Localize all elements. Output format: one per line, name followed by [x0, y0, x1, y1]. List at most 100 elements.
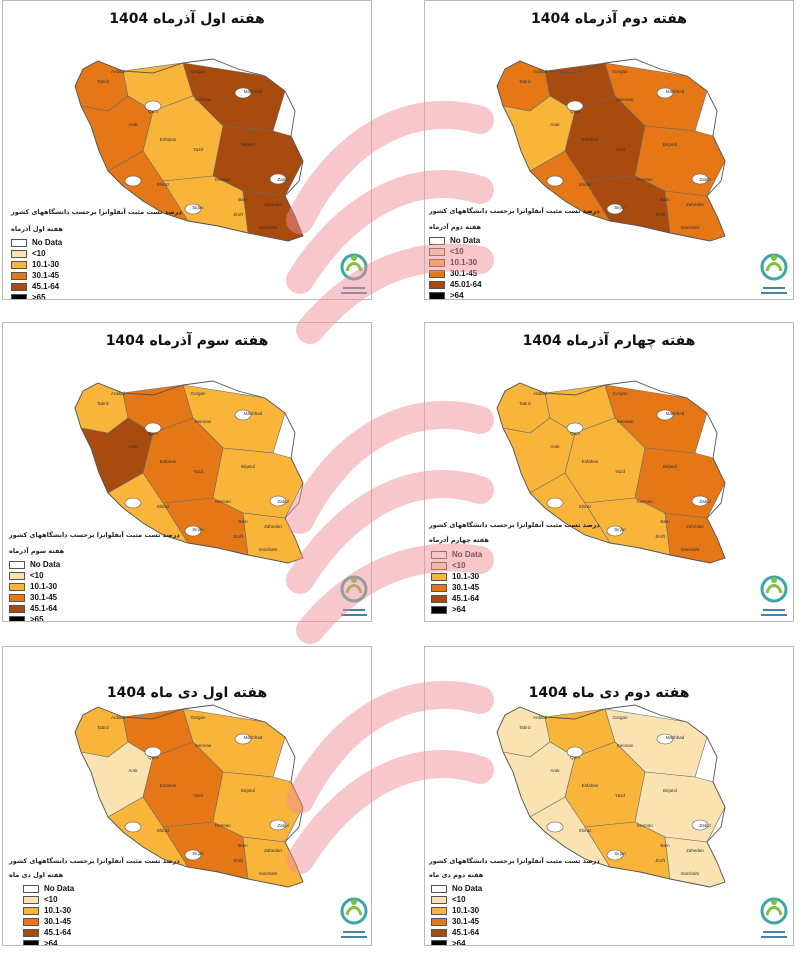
city-label: Mashhad [666, 735, 685, 740]
map-legend: No Data <10 10.1-30 30.1-45 45.1-64 >64 [23, 883, 75, 945]
city-label: Sirjan [192, 527, 204, 532]
no-data-region [124, 175, 142, 187]
country-outline [74, 58, 304, 242]
no-data-region [566, 746, 584, 758]
country-outline [496, 58, 726, 242]
city-label: Esfahan [582, 459, 599, 464]
no-data-region [269, 819, 287, 831]
city-label: Qom [570, 755, 580, 760]
no-data-region [234, 409, 252, 421]
city-label: Arak [128, 768, 138, 773]
legend-item: 30.1-45 [9, 592, 60, 603]
city-label: Shiraz [157, 182, 171, 187]
legend-label: No Data [452, 884, 483, 893]
map-panel-week1-azar: هفته اول آذرماه 1404 Tabriz Ardabil Gorgan… [2, 0, 372, 300]
legend-item: <10 [11, 248, 62, 259]
city-label: Yazd [193, 147, 203, 152]
no-data-region [691, 173, 709, 185]
city-label: Semnan [617, 743, 634, 748]
legend-item: 45.1-64 [9, 603, 60, 614]
legend-item: >64 [23, 938, 74, 945]
legend-swatch [431, 895, 447, 904]
legend-label: 45.1-64 [32, 282, 60, 291]
no-data-region [691, 495, 709, 507]
map-panel-week3-azar: هفته سوم آذرماه 1404 Tabriz Ardabil Gorgan… [2, 322, 372, 622]
legend-swatch [23, 906, 39, 915]
panel-title: هفته دوم دی ماه 1404 [528, 685, 690, 701]
city-label: Tabriz [97, 725, 110, 730]
legend-swatch [431, 550, 447, 559]
health-logo-icon [340, 897, 368, 938]
legend-swatch [431, 583, 447, 592]
city-label: Jiroft [233, 534, 244, 539]
city-label: Yazd [193, 469, 203, 474]
legend-swatch [11, 238, 27, 247]
city-label: Esfahan [582, 783, 599, 788]
health-logo-icon [340, 253, 368, 294]
legend-label: 45.1-64 [30, 604, 58, 613]
legend-item: 45.01-64 [429, 279, 482, 290]
city-label: Iranshahr [680, 871, 700, 876]
city-label: Arak [128, 444, 138, 449]
legend-swatch [429, 280, 445, 289]
legend-item: No Data [11, 237, 62, 248]
city-label: Iranshahr [258, 871, 278, 876]
map-panel-week2-azar: هفته دوم آذرماه 1404 Tabriz Ardabil Gorgan… [424, 0, 794, 300]
city-label: Jiroft [655, 858, 666, 863]
city-label: Gorgan [190, 69, 206, 74]
map-caption: درصد تست مثبت آنفلوانزا برحسب دانشگاههای… [9, 531, 180, 539]
provinces-layer [496, 706, 726, 888]
city-label: Zahedan [686, 524, 704, 529]
legend-item: No Data [9, 559, 60, 570]
city-label: Ardabil [111, 69, 125, 74]
legend-item: <10 [429, 246, 482, 257]
city-label: Zahedan [264, 848, 282, 853]
legend-title: هفته دوم آذرماه [429, 223, 482, 231]
city-label: Qom [570, 109, 580, 114]
legend-label: No Data [452, 550, 483, 559]
map-panel-week1-dey: هفته اول دی ماه 1404 Tabriz Ardabil Gorgan… [2, 646, 372, 946]
no-data-region [656, 409, 674, 421]
no-data-region [546, 821, 564, 833]
city-label: Esfahan [160, 459, 177, 464]
legend-label: No Data [450, 236, 481, 245]
legend-item: 30.1-45 [431, 916, 482, 927]
city-label: Tabriz [519, 725, 532, 730]
legend-swatch [9, 560, 25, 569]
no-data-region [184, 525, 202, 537]
legend-swatch [429, 236, 445, 245]
city-label: Shiraz [579, 828, 593, 833]
legend-item: <10 [431, 560, 482, 571]
city-label: Birjand [241, 142, 256, 147]
legend-item: >64 [431, 604, 482, 615]
city-label: Shiraz [579, 504, 593, 509]
city-label: Yazd [615, 793, 625, 798]
city-label: Jiroft [233, 212, 244, 217]
city-label: Sirjan [614, 851, 626, 856]
legend-swatch [429, 291, 445, 299]
city-label: Bam [660, 519, 670, 524]
city-label: Shiraz [579, 182, 593, 187]
map-caption: درصد تست مثبت آنفلوانزا برحسب دانشگاههای… [9, 857, 180, 865]
legend-swatch [431, 561, 447, 570]
legend-item: 45.1-64 [11, 281, 62, 292]
city-label: Gorgan [612, 69, 628, 74]
no-data-region [144, 100, 162, 112]
city-label: Yazd [615, 147, 625, 152]
city-label: Zabol [699, 823, 710, 828]
city-label: Zabol [277, 177, 288, 182]
provinces-layer [496, 60, 726, 242]
legend-swatch [431, 917, 447, 926]
legend-label: No Data [30, 560, 61, 569]
legend-title: هفته چهارم آذرماه [429, 536, 489, 544]
no-data-region [656, 733, 674, 745]
city-label: Kerman [215, 499, 231, 504]
city-label: Kerman [215, 823, 231, 828]
map-panel-week4-azar: هفته چهارم آذرماه 1404 Tabriz Ardabil Gorg… [424, 322, 794, 622]
legend-label: No Data [44, 884, 75, 893]
legend-label: 30.1-45 [30, 593, 58, 602]
city-label: Ardabil [533, 391, 547, 396]
